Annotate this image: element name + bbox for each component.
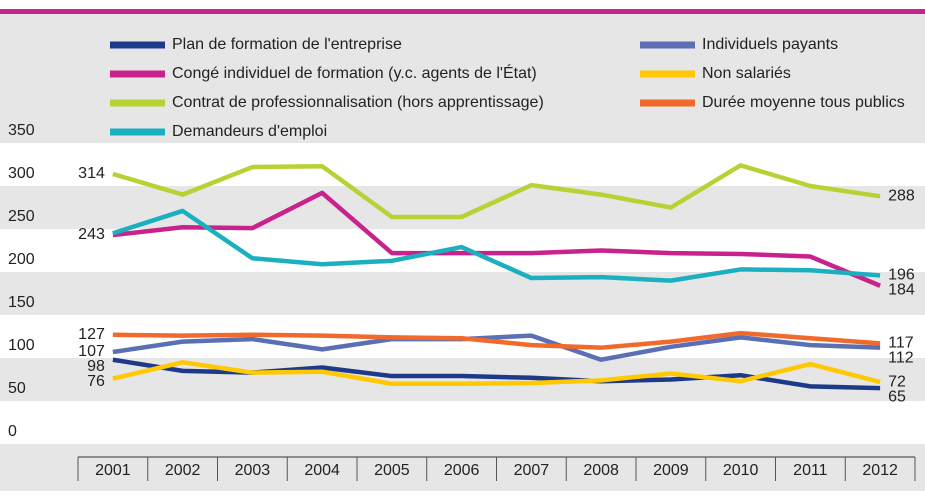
legend-label: Plan de formation de l'entreprise <box>172 36 402 53</box>
x-tick-label: 2002 <box>165 462 201 479</box>
y-tick-label: 150 <box>8 294 35 311</box>
data-label: 184 <box>888 282 915 299</box>
series-line <box>112 330 881 350</box>
band <box>0 143 925 186</box>
data-label: 72 <box>888 373 906 390</box>
y-tick-label: 100 <box>8 337 35 354</box>
legend-label: Non salariés <box>702 65 791 82</box>
x-tick-label: 2009 <box>653 462 689 479</box>
y-tick-label: 250 <box>8 208 35 225</box>
x-tick-label: 2007 <box>514 462 550 479</box>
top-rule <box>0 9 925 14</box>
x-tick-label: 2012 <box>862 462 898 479</box>
legend-label: Durée moyenne tous publics <box>702 94 905 111</box>
data-label: 98 <box>87 358 105 375</box>
y-tick-label: 200 <box>8 251 35 268</box>
data-label: 76 <box>87 373 105 390</box>
series-line <box>112 190 881 288</box>
x-tick-label: 2006 <box>444 462 480 479</box>
series-line <box>112 163 881 220</box>
data-label: 127 <box>78 326 105 343</box>
y-tick-label: 300 <box>8 165 35 182</box>
x-tick-label: 2011 <box>793 462 828 479</box>
x-tick-label: 2010 <box>723 462 759 479</box>
band <box>0 229 925 272</box>
series-line <box>112 360 881 387</box>
legend-label: Contrat de professionnalisation (hors ap… <box>172 94 544 111</box>
data-label: 112 <box>888 350 914 367</box>
legend-label: Demandeurs d'emploi <box>172 123 327 140</box>
data-label: 196 <box>888 267 915 284</box>
x-tick-label: 2005 <box>374 462 410 479</box>
y-tick-label: 0 <box>8 423 17 440</box>
data-label: 314 <box>78 165 105 182</box>
data-label: 117 <box>888 335 914 352</box>
x-tick-label: 2003 <box>235 462 271 479</box>
y-tick-label: 50 <box>8 380 26 397</box>
band <box>0 401 925 444</box>
legend-label: Individuels payants <box>702 36 838 53</box>
x-tick-label: 2004 <box>304 462 340 479</box>
data-label: 65 <box>888 388 906 405</box>
x-tick-label: 2001 <box>95 462 131 479</box>
data-label: 243 <box>78 226 105 243</box>
series-line <box>112 333 881 362</box>
data-label: 107 <box>78 343 105 360</box>
legend-label: Congé individuel de formation (y.c. agen… <box>172 63 537 82</box>
y-tick-label: 350 <box>8 122 35 139</box>
series-line <box>112 208 881 283</box>
data-label: 288 <box>888 188 915 205</box>
x-tick-label: 2008 <box>583 462 619 479</box>
